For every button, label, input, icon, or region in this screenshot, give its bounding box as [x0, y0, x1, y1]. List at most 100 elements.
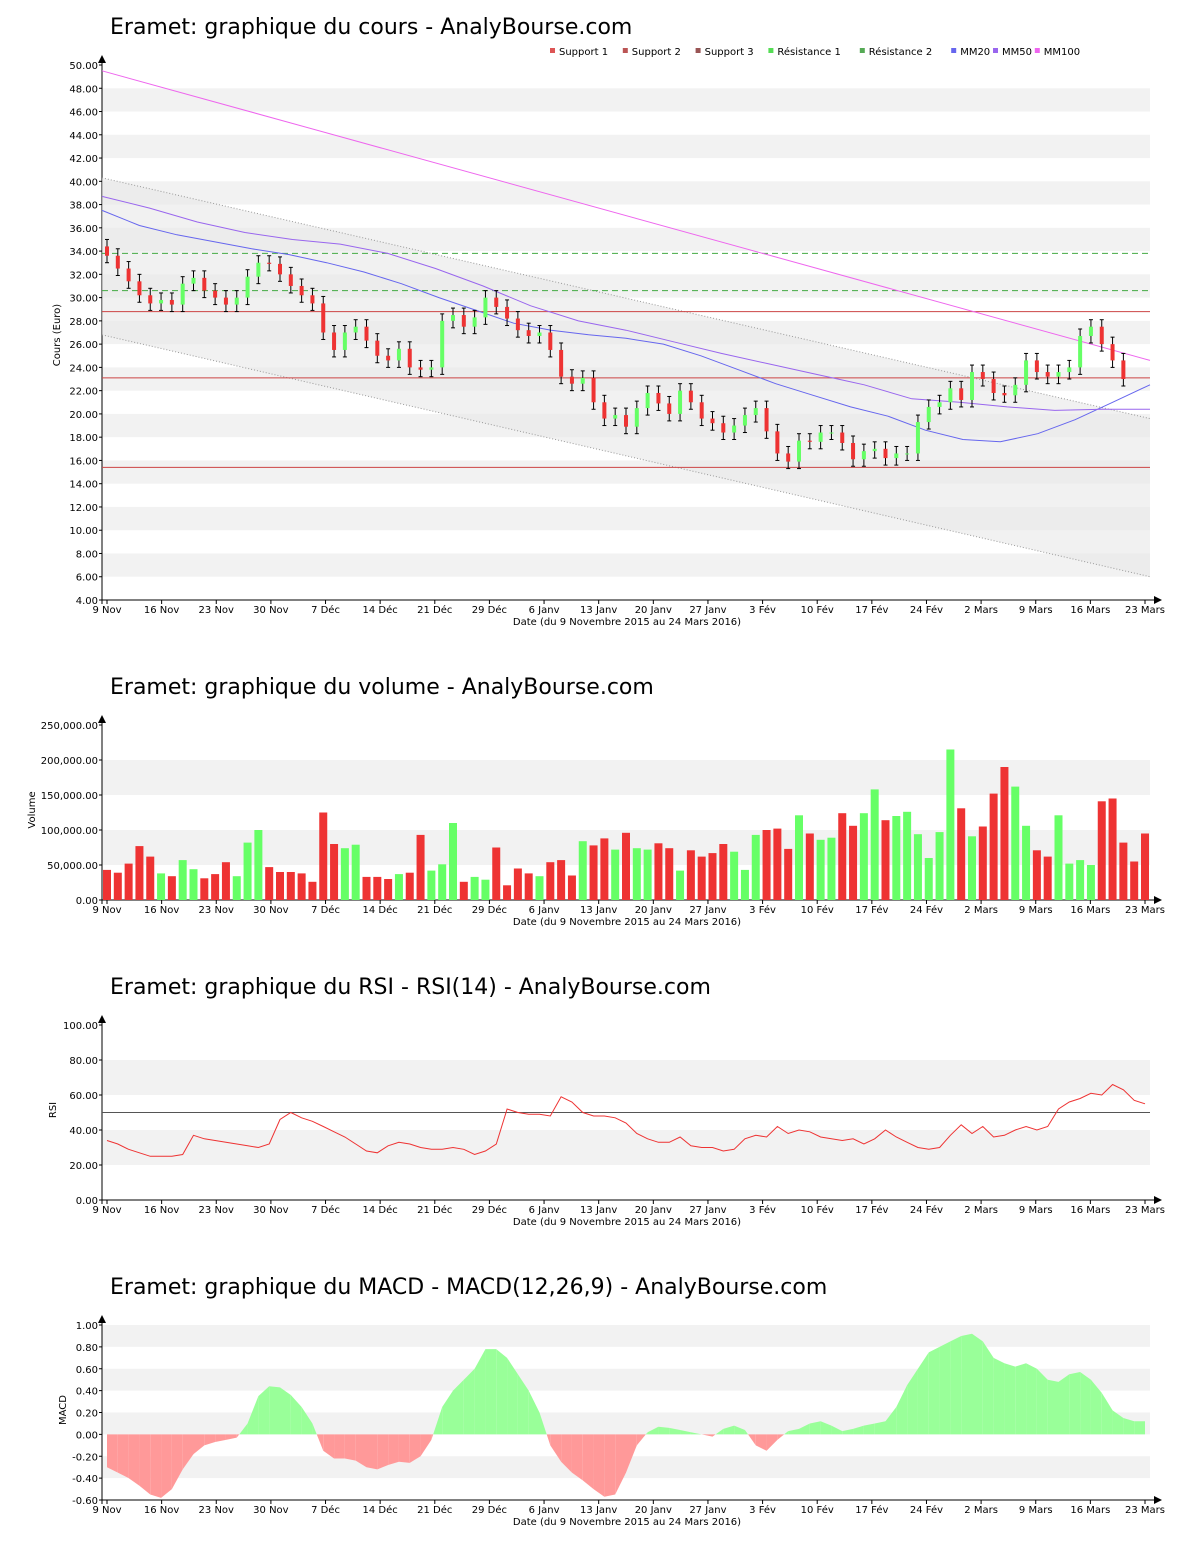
volume-bar [632, 848, 641, 900]
candle-body [645, 392, 650, 409]
legend-item: Support 3 [705, 47, 754, 58]
mm100-line [101, 70, 1151, 361]
macd-negative-area [701, 1434, 713, 1437]
candle-body [245, 276, 250, 298]
volume-bar [578, 841, 587, 900]
volume-x-tick-label: 16 Mars [1070, 905, 1110, 916]
macd-negative-area [316, 1434, 324, 1451]
price-xlabel: Date (du 9 Novembre 2015 au 24 Mars 2016… [513, 617, 741, 628]
volume-bar [1022, 825, 1031, 900]
rsi-x-tick-label: 9 Nov [92, 1205, 121, 1216]
volume-bar [1119, 842, 1128, 900]
macd-x-tick-label: 9 Nov [92, 1505, 121, 1516]
price-y-tick-label: 26.00 [69, 340, 98, 351]
macd-positive-area [993, 1357, 1005, 1435]
rsi-x-tick-label: 23 Mars [1125, 1205, 1165, 1216]
price-x-tick-label: 20 Janv [635, 605, 672, 616]
price-grid-band [102, 181, 1150, 205]
volume-bar [340, 848, 349, 900]
macd-positive-area [496, 1349, 508, 1435]
candle-body [440, 320, 445, 368]
volume-bar [795, 815, 803, 900]
macd-negative-area [150, 1434, 162, 1498]
trend-channel-lower [101, 334, 1151, 578]
rsi-y-tick-label: 0.00 [76, 1196, 98, 1207]
price-y-tick-label: 10.00 [69, 526, 98, 537]
macd-x-tick-label: 14 Déc [363, 1504, 398, 1516]
volume-bar [567, 875, 576, 900]
volume-bar [535, 876, 544, 900]
macd-positive-area [485, 1349, 497, 1435]
volume-x-tick-label: 3 Fév [749, 904, 776, 916]
volume-bar [784, 848, 793, 900]
legend-swatch [768, 48, 774, 53]
macd-negative-area [431, 1434, 434, 1440]
macd-x-tick-label: 24 Fév [910, 1504, 943, 1516]
candle-body [115, 255, 120, 269]
candle-body [310, 295, 315, 304]
volume-x-tick-label: 30 Nov [253, 905, 289, 916]
price-y-tick-label: 20.00 [69, 410, 98, 421]
volume-bar [686, 850, 695, 900]
volume-bar [622, 832, 630, 900]
legend-item: Support 1 [559, 47, 608, 58]
macd-positive-area [507, 1357, 518, 1435]
price-y-tick-label: 4.00 [76, 596, 98, 607]
candle-body [191, 277, 196, 284]
volume-chart: 0.00 50,000.00 100,000.00 150,000.00 200,000… [41, 715, 1165, 916]
volume-y-tick-label: 100,000.00 [41, 826, 98, 837]
volume-bar [827, 837, 836, 900]
macd-negative-area [215, 1434, 226, 1443]
rsi-grid-band [102, 1130, 1150, 1165]
rsi-x-tick-label: 2 Mars [964, 1205, 998, 1216]
legend-swatch [951, 48, 957, 53]
macd-x-tick-label: 3 Fév [749, 1504, 776, 1516]
candle-body [472, 317, 477, 327]
volume-bar [221, 862, 230, 900]
rsi-x-tick-label: 9 Mars [1019, 1205, 1053, 1216]
volume-bar [913, 834, 922, 900]
volume-x-tick-label: 24 Fév [910, 904, 943, 916]
volume-bar [124, 863, 133, 900]
price-x-tick-label: 17 Fév [855, 604, 888, 616]
rsi-x-tick-label: 16 Mars [1070, 1205, 1110, 1216]
macd-positive-area [950, 1335, 962, 1435]
price-grid-band [102, 553, 1150, 577]
candle-body [591, 377, 596, 403]
macd-negative-area [420, 1434, 432, 1457]
volume-bar [881, 820, 890, 900]
candle-body [905, 453, 910, 455]
price-y-tick-label: 28.00 [69, 317, 98, 328]
volume-bar [449, 823, 457, 900]
volume-y-tick-label: 0.00 [76, 896, 98, 907]
candle-body [970, 372, 974, 400]
macd-positive-area [433, 1407, 443, 1435]
candle-body [180, 283, 185, 305]
candle-body [613, 415, 618, 419]
volume-bar [665, 848, 674, 900]
volume-bar [654, 843, 663, 900]
macd-x-tick-label: 17 Fév [855, 1504, 888, 1516]
macd-x-tick-label: 23 Nov [199, 1505, 235, 1516]
candle-body [1067, 367, 1072, 373]
trend-channel [102, 177, 1150, 577]
volume-bar [924, 858, 933, 900]
volume-y-tick-label: 250,000.00 [41, 721, 98, 732]
macd-x-tick-label: 23 Mars [1125, 1505, 1165, 1516]
candle-body [353, 326, 358, 333]
macd-grid-band [102, 1368, 1150, 1391]
macd-x-tick-label: 9 Mars [1019, 1505, 1053, 1516]
volume-bar [1086, 865, 1095, 900]
volume-x-tick-label: 23 Nov [199, 905, 235, 916]
macd-positive-area [1134, 1421, 1145, 1435]
legend-swatch [859, 48, 865, 53]
legend-swatch [695, 48, 701, 53]
macd-negative-area [334, 1434, 345, 1459]
macd-positive-area [258, 1386, 270, 1435]
price-x-tick-label: 9 Mars [1019, 605, 1053, 616]
candle-body [364, 326, 369, 341]
macd-positive-area [1090, 1379, 1102, 1435]
rsi-x-tick-label: 27 Janv [689, 1205, 726, 1216]
macd-y-tick-label: 0.80 [76, 1343, 98, 1354]
price-x-tick-label: 23 Nov [199, 605, 235, 616]
